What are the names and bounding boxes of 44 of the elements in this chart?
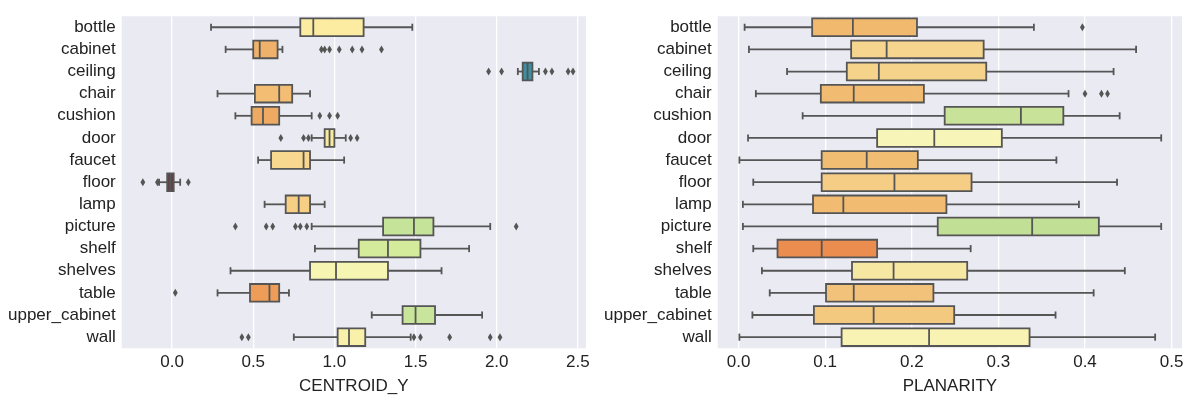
x-axis-title: CENTROID_Y — [299, 376, 409, 396]
x-tick-label: 0.2 — [899, 352, 924, 372]
x-tick-label: 0.0 — [160, 352, 184, 372]
y-tick-label: bottle — [670, 16, 712, 36]
x-tick-label: 1.0 — [322, 352, 347, 372]
y-tick-label: ceiling — [67, 61, 116, 81]
y-tick-label: shelf — [675, 238, 713, 258]
x-axis-title: PLANARITY — [902, 376, 998, 396]
x-tick-label: 0.3 — [986, 352, 1011, 372]
y-tick-label: bottle — [74, 16, 116, 36]
x-tick-label: 2.5 — [566, 352, 590, 372]
y-tick-label: shelves — [58, 260, 116, 280]
x-tick-label: 0.5 — [241, 352, 266, 372]
y-tick-label: lamp — [674, 194, 712, 214]
x-tick-label: 0.5 — [1159, 352, 1184, 372]
y-tick-label: wall — [681, 326, 712, 346]
x-tick-label: 0.4 — [1073, 352, 1097, 372]
y-tick-label: upper_cabinet — [7, 304, 117, 324]
x-tick-label: 2.0 — [484, 352, 509, 372]
y-tick-label: ceiling — [663, 61, 712, 81]
y-tick-label: shelves — [654, 260, 712, 280]
y-tick-label: table — [674, 282, 712, 302]
y-tick-label: door — [81, 127, 117, 147]
y-tick-label: upper_cabinet — [603, 304, 713, 324]
y-tick-label: floor — [678, 171, 713, 191]
y-tick-label: chair — [78, 83, 117, 103]
y-tick-label: faucet — [665, 149, 713, 169]
y-tick-label: faucet — [69, 149, 117, 169]
y-tick-label: lamp — [78, 194, 116, 214]
x-tick-label: 1.5 — [403, 352, 428, 372]
y-tick-label: chair — [674, 83, 713, 103]
y-tick-label: cushion — [57, 105, 116, 125]
y-tick-label: door — [677, 127, 713, 147]
y-tick-label: picture — [660, 216, 712, 236]
y-tick-label: cabinet — [60, 39, 117, 59]
y-tick-label: floor — [82, 171, 117, 191]
x-tick-label: 0.1 — [813, 352, 837, 372]
y-tick-label: cushion — [653, 105, 712, 125]
x-tick-label: 0.0 — [726, 352, 751, 372]
y-tick-label: picture — [64, 216, 116, 236]
y-tick-label: shelf — [79, 238, 117, 258]
y-tick-label: wall — [85, 326, 116, 346]
y-tick-label: table — [78, 282, 116, 302]
y-tick-label: cabinet — [656, 39, 713, 59]
